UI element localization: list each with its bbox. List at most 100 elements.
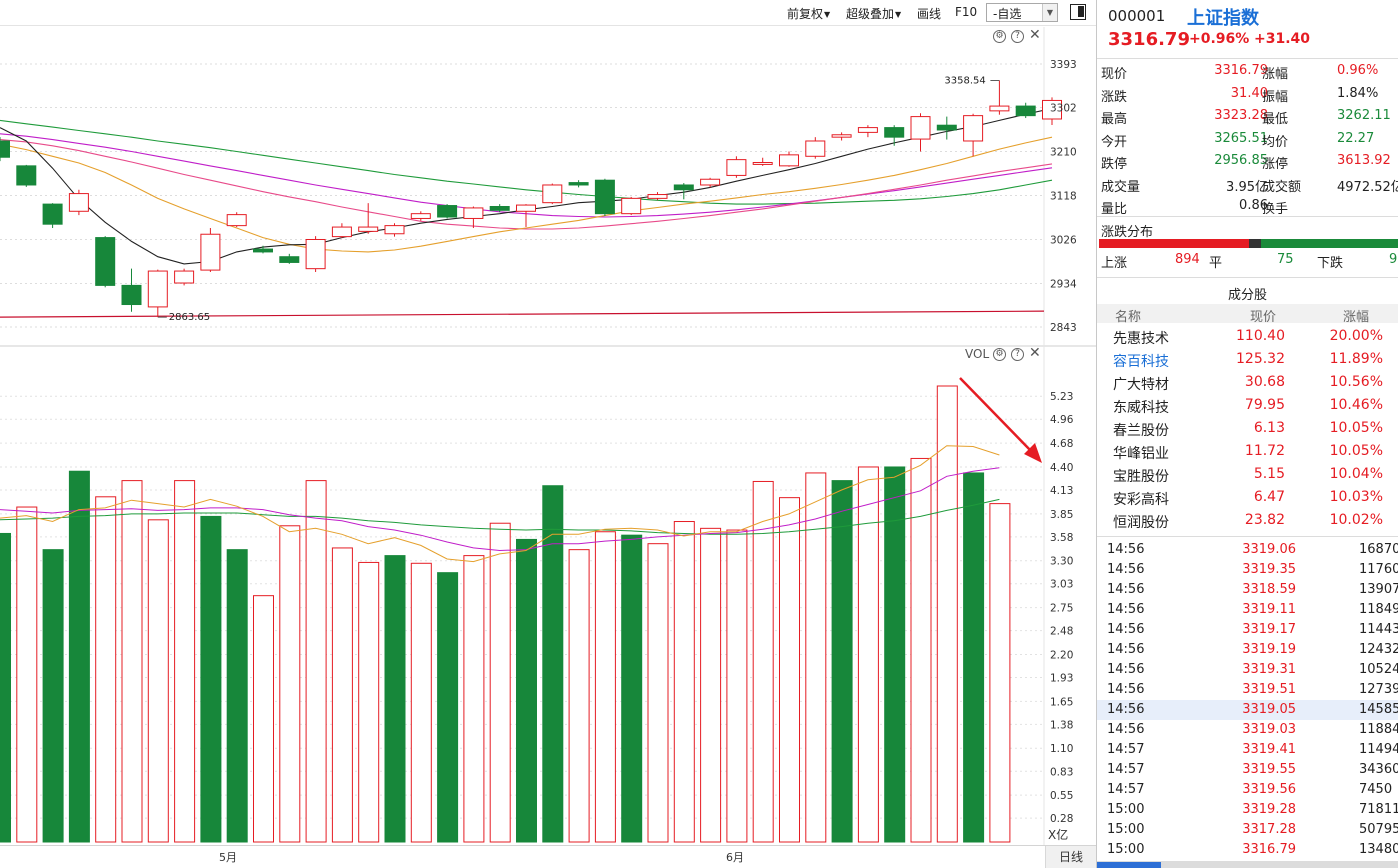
down-label: 下跌 [1317,256,1344,271]
tick-row[interactable]: 14:56 3319.31 105240 [1097,660,1398,680]
constituent-name[interactable]: 广大特材 [1113,377,1169,393]
f10-button[interactable]: F10 [955,5,978,19]
constituent-row[interactable]: 宝胜股份 5.15 10.04% [1097,463,1398,486]
candle-body [42,203,63,225]
tick-row[interactable]: 14:57 3319.56 7450 [1097,780,1398,800]
tick-row[interactable]: 14:56 3319.35 117600 [1097,560,1398,580]
high-price-label: 3358.54 [944,75,985,86]
constituent-row[interactable]: 春兰股份 6.13 10.05% [1097,417,1398,440]
panel-toggle-icon[interactable] [1070,4,1086,20]
candle [568,180,589,188]
tick-volume: 105240 [1359,662,1398,677]
constituent-row[interactable]: 安彩高科 6.47 10.03% [1097,486,1398,509]
col-pct[interactable]: 涨幅 [1343,310,1370,325]
col-name[interactable]: 名称 [1115,310,1142,325]
tick-row[interactable]: 15:00 3316.79 1348060 [1097,840,1398,860]
candle-body [568,182,589,186]
tick-row[interactable]: 14:56 3318.59 139070 [1097,580,1398,600]
candle [410,211,431,221]
tick-row[interactable]: 14:56 3319.05 145850 [1097,700,1398,720]
tick-volume: 718110 [1359,802,1398,817]
quote-label: 成交额 [1262,179,1302,195]
divider [1097,277,1398,278]
tick-row[interactable]: 14:57 3319.41 114940 [1097,740,1398,760]
volume-axis-label: 3.58 [1050,532,1073,544]
candle-body [726,159,747,176]
panel-divider[interactable] [1096,0,1097,868]
constituent-price: 125.32 [1236,351,1285,367]
candle [516,204,536,228]
scrollbar-thumb[interactable] [1097,862,1161,868]
col-price[interactable]: 现价 [1250,310,1277,325]
volume-bar [516,538,537,843]
change-percent: +0.96% [1189,31,1250,47]
candle-body [463,207,484,219]
constituent-name[interactable]: 容百科技 [1113,354,1169,370]
quote-label: 跌停 [1101,157,1128,172]
candle-body [16,165,37,186]
tick-row[interactable]: 14:57 3319.55 34360 [1097,760,1398,780]
close-icon[interactable]: ✕ [1029,27,1041,43]
settings-icon[interactable]: ⚙ [993,30,1006,43]
scrollbar[interactable] [1097,861,1398,868]
candle [437,204,458,219]
quote-label: 成交量 [1101,179,1141,195]
constituent-name[interactable]: 东威科技 [1113,400,1169,416]
kline-chart[interactable]: 3393 3302 3210 3118 3026 2934 2843 5.23 4.96 4.68… [0,0,1096,846]
settings-icon[interactable]: ⚙ [993,348,1006,361]
constituent-name[interactable]: 春兰股份 [1113,423,1169,439]
constituent-price: 23.82 [1244,512,1285,528]
candle-body [779,154,799,167]
constituent-row[interactable]: 先惠技术 110.40 20.00% [1097,325,1398,348]
tick-row[interactable]: 14:56 3319.19 124320 [1097,640,1398,660]
vol-ma5-line [0,445,1000,563]
up-label: 上涨 [1101,256,1128,271]
help-icon[interactable]: ? [1011,30,1024,43]
constituent-row[interactable]: 容百科技 125.32 11.89% [1097,348,1398,371]
tick-row[interactable]: 15:00 3317.28 5079550 [1097,820,1398,840]
tick-row[interactable]: 14:56 3319.03 118840 [1097,720,1398,740]
volume-bar [936,385,958,843]
tick-row[interactable]: 15:00 3319.28 718110 [1097,800,1398,820]
price-axis-label: 2934 [1050,278,1077,290]
constituent-row[interactable]: 广大特材 30.68 10.56% [1097,371,1398,394]
chevron-down-icon[interactable]: ▼ [1042,4,1057,21]
volume-bar [621,534,643,843]
vol-indicator-label[interactable]: VOL [965,347,990,361]
price-axis-label: 3210 [1050,147,1077,159]
stock-name[interactable]: 上证指数 [1187,8,1259,29]
constituent-name[interactable]: 安彩高科 [1113,492,1169,508]
quote-row: 跌停 2956.85 涨停 3613.92 [1097,150,1398,172]
volume-axis-label: 3.30 [1050,556,1073,568]
tick-row[interactable]: 14:56 3319.51 127390 [1097,680,1398,700]
constituent-name[interactable]: 华峰铝业 [1113,446,1169,462]
tick-row[interactable]: 14:56 3319.06 168700 [1097,540,1398,560]
overlay-menu[interactable]: 超级叠加▼ [846,7,902,21]
volume-bar [489,522,511,843]
constituent-name[interactable]: 宝胜股份 [1113,469,1169,485]
tick-row[interactable]: 14:56 3319.11 118490 [1097,600,1398,620]
quote-label: 现价 [1101,67,1128,82]
period-daily-tab[interactable]: 日线 [1045,846,1096,868]
volume-bar [16,506,38,843]
tick-row[interactable]: 14:56 3319.17 114430 [1097,620,1398,640]
constituent-name[interactable]: 先惠技术 [1113,331,1169,347]
constituent-row[interactable]: 东威科技 79.95 10.46% [1097,394,1398,417]
candle-body [884,127,905,138]
volume-axis-label: 2.48 [1050,626,1073,638]
quote-label: 涨幅 [1262,67,1289,82]
watchlist-select[interactable]: -自选 ▼ [986,3,1058,22]
help-icon[interactable]: ? [1011,348,1024,361]
constituent-name[interactable]: 恒润股份 [1113,515,1169,531]
constituent-row[interactable]: 华峰铝业 11.72 10.05% [1097,440,1398,463]
quote-label: 最低 [1262,112,1289,127]
constituent-row[interactable]: 恒润股份 23.82 10.02% [1097,509,1398,532]
constituent-pct: 10.05% [1329,420,1383,436]
change-amount: +31.40 [1254,31,1311,47]
current-price: 3316.79 [1108,29,1190,50]
draw-line-button[interactable]: 画线 [917,7,942,21]
adjust-menu[interactable]: 前复权▼ [787,7,831,21]
tick-time: 14:57 [1107,762,1145,777]
candle-body [963,115,984,142]
close-icon[interactable]: ✕ [1029,345,1041,361]
